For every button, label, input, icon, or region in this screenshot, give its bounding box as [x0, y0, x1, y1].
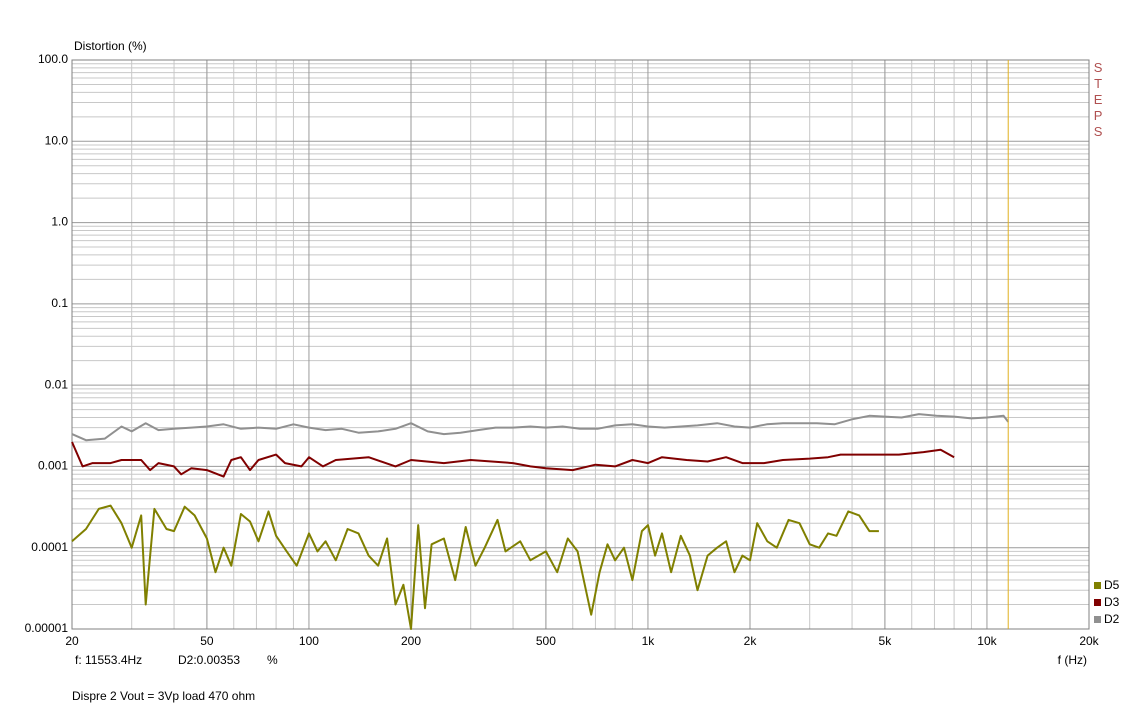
readout-unit: % — [267, 653, 278, 667]
plot-border — [71, 59, 1090, 630]
x-tick-label: 5k — [879, 634, 893, 648]
x-tick-label: 10k — [977, 634, 997, 648]
cursor-readout: D2:0.00353 — [178, 653, 240, 667]
legend-label: D3 — [1104, 595, 1120, 609]
legend-swatch — [1094, 582, 1101, 589]
y-tick-label: 0.0001 — [31, 540, 68, 554]
y-axis-label: Distortion (%) — [74, 39, 147, 53]
x-tick-label: 500 — [536, 634, 556, 648]
y-tick-label: 10.0 — [45, 133, 69, 147]
y-tick-label: 100.0 — [38, 52, 68, 66]
series-line — [71, 413, 1009, 442]
x-tick-label: 100 — [299, 634, 319, 648]
footer-note: Dispre 2 Vout = 3Vp load 470 ohm — [72, 689, 255, 703]
series-line — [71, 441, 955, 478]
y-tick-label: 0.00001 — [25, 621, 69, 635]
x-axis-label: f (Hz) — [1058, 653, 1087, 667]
x-tick-label: 50 — [200, 634, 214, 648]
y-tick-label: 0.1 — [51, 296, 68, 310]
x-tick-label: 2k — [744, 634, 758, 648]
legend-label: D5 — [1104, 578, 1120, 592]
x-tick-label: 1k — [642, 634, 656, 648]
cursor-frequency: f: 11553.4Hz — [75, 653, 142, 667]
y-tick-label: 1.0 — [51, 215, 68, 229]
plot-area — [72, 60, 1089, 629]
y-tick-label: 0.001 — [38, 459, 68, 473]
x-tick-label: 20 — [65, 634, 79, 648]
legend-label: D2 — [1104, 612, 1120, 626]
x-tick-label: 200 — [401, 634, 421, 648]
legend-swatch — [1094, 616, 1101, 623]
y-tick-label: 0.01 — [45, 377, 69, 391]
legend-swatch — [1094, 599, 1101, 606]
steps-label: STEPS — [1091, 60, 1106, 140]
x-tick-label: 20k — [1079, 634, 1099, 648]
series-line — [71, 504, 879, 630]
